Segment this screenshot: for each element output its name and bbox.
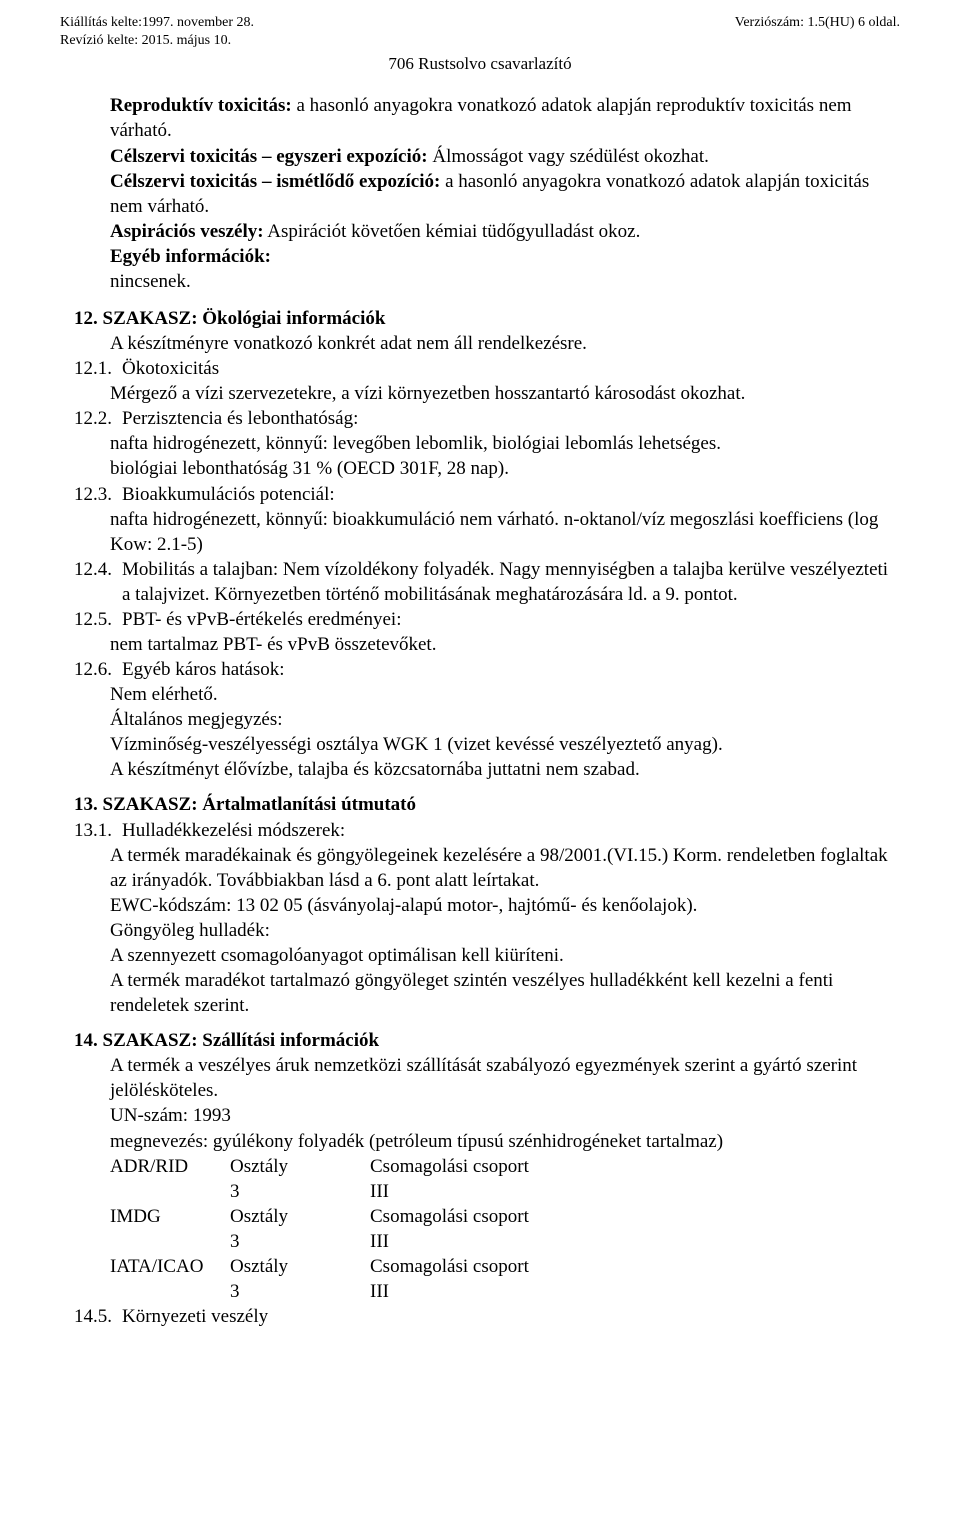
class-value: 3 — [230, 1229, 370, 1254]
table-row: IMDG Osztály Csomagolási csoport — [110, 1204, 900, 1229]
ecotoxicity-label: Ökotoxicitás — [122, 356, 900, 381]
header-title: 706 Rustsolvo csavarlazító — [60, 53, 900, 75]
cell-empty — [110, 1179, 230, 1204]
item-number: 14.5. — [74, 1304, 122, 1329]
table-row: 3 III — [110, 1279, 900, 1304]
class-label: Osztály — [230, 1204, 370, 1229]
repro-tox-label: Reproduktív toxicitás: — [110, 95, 292, 116]
transport-mode: IATA/ICAO — [110, 1254, 230, 1279]
other-info-label: Egyéb információk: — [110, 244, 900, 269]
section-12-heading: 12. SZAKASZ: Ökológiai információk — [74, 306, 900, 331]
persistence-label: Perzisztencia és lebonthatóság: — [122, 406, 900, 431]
intro-line: Célszervi toxicitás – ismétlődő expozíci… — [110, 169, 900, 219]
target-tox-repeat-label: Célszervi toxicitás – ismétlődő expozíci… — [110, 171, 440, 192]
target-tox-single-label: Célszervi toxicitás – egyszeri expozíció… — [110, 146, 428, 167]
packing-group-label: Csomagolási csoport — [370, 1154, 900, 1179]
class-value: 3 — [230, 1279, 370, 1304]
class-value: 3 — [230, 1179, 370, 1204]
packing-group-value: III — [370, 1179, 900, 1204]
packing-group-value: III — [370, 1229, 900, 1254]
env-hazard-label: Környezeti veszély — [122, 1304, 900, 1329]
bioaccumulation-label: Bioakkumulációs potenciál: — [122, 482, 900, 507]
header-left-line1: Kiállítás kelte:1997. november 28. — [60, 14, 254, 32]
wgk-text: Vízminőség-veszélyességi osztálya WGK 1 … — [110, 732, 900, 757]
item-number: 12.2. — [74, 406, 122, 431]
packing-group-label: Csomagolási csoport — [370, 1204, 900, 1229]
disposal-warning: A készítményt élővízbe, talajba és közcs… — [110, 757, 900, 782]
section-13-heading: 13. SZAKASZ: Ártalmatlanítási útmutató — [74, 792, 900, 817]
item-number: 12.3. — [74, 482, 122, 507]
section-12-subtitle: A készítményre vonatkozó konkrét adat ne… — [110, 331, 900, 356]
other-info-text: nincsenek. — [110, 269, 900, 294]
item-number: 13.1. — [74, 818, 122, 843]
table-row: IATA/ICAO Osztály Csomagolási csoport — [110, 1254, 900, 1279]
aspiration-text: Aspirációt követően kémiai tüdőgyulladás… — [264, 221, 641, 242]
waste-text1: A termék maradékainak és göngyölegeinek … — [110, 843, 900, 893]
table-row: 3 III — [110, 1179, 900, 1204]
cell-empty — [110, 1279, 230, 1304]
other-effects-text1: Nem elérhető. — [110, 682, 900, 707]
table-row: 3 III — [110, 1229, 900, 1254]
bioaccumulation-text: nafta hidrogénezett, könnyű: bioakkumulá… — [110, 507, 900, 557]
intro-line: Aspirációs veszély: Aspirációt követően … — [110, 219, 900, 244]
packaging-waste-text2: A termék maradékot tartalmazó göngyölege… — [110, 968, 900, 1018]
pbt-label: PBT- és vPvB-értékelés eredményei: — [122, 607, 900, 632]
mobility-text: Mobilitás a talajban: Nem vízoldékony fo… — [122, 557, 900, 607]
header-right: Verziószám: 1.5(HU) 6 oldal. — [735, 14, 900, 32]
packaging-waste-label: Göngyöleg hulladék: — [110, 918, 900, 943]
aspiration-label: Aspirációs veszély: — [110, 221, 264, 242]
transport-mode: IMDG — [110, 1204, 230, 1229]
table-row: ADR/RID Osztály Csomagolási csoport — [110, 1154, 900, 1179]
item-number: 12.4. — [74, 557, 122, 607]
transport-table: ADR/RID Osztály Csomagolási csoport 3 II… — [110, 1154, 900, 1304]
persistence-text2: biológiai lebonthatóság 31 % (OECD 301F,… — [110, 456, 900, 481]
item-number: 12.6. — [74, 657, 122, 682]
waste-methods-label: Hulladékkezelési módszerek: — [122, 818, 900, 843]
ecotoxicity-text: Mérgező a vízi szervezetekre, a vízi kör… — [110, 381, 900, 406]
class-label: Osztály — [230, 1154, 370, 1179]
packaging-waste-text1: A szennyezett csomagolóanyagot optimális… — [110, 943, 900, 968]
persistence-text1: nafta hidrogénezett, könnyű: levegőben l… — [110, 431, 900, 456]
item-number: 12.5. — [74, 607, 122, 632]
item-number: 12.1. — [74, 356, 122, 381]
target-tox-single-text: Álmosságot vagy szédülést okozhat. — [428, 146, 709, 167]
un-number: UN-szám: 1993 — [110, 1103, 900, 1128]
header-left-line2: Revízió kelte: 2015. május 10. — [60, 32, 231, 50]
pbt-text: nem tartalmaz PBT- és vPvB összetevőket. — [110, 632, 900, 657]
transport-text1: A termék a veszélyes áruk nemzetközi szá… — [110, 1053, 900, 1103]
intro-line: Reproduktív toxicitás: a hasonló anyagok… — [110, 93, 900, 143]
other-effects-label: Egyéb káros hatások: — [122, 657, 900, 682]
cell-empty — [110, 1229, 230, 1254]
designation: megnevezés: gyúlékony folyadék (petróleu… — [110, 1129, 900, 1154]
transport-mode: ADR/RID — [110, 1154, 230, 1179]
intro-line: Célszervi toxicitás – egyszeri expozíció… — [110, 144, 900, 169]
general-note-label: Általános megjegyzés: — [110, 707, 900, 732]
packing-group-label: Csomagolási csoport — [370, 1254, 900, 1279]
packing-group-value: III — [370, 1279, 900, 1304]
ewc-code: EWC-kódszám: 13 02 05 (ásványolaj-alapú … — [110, 893, 900, 918]
section-14-heading: 14. SZAKASZ: Szállítási információk — [74, 1028, 900, 1053]
class-label: Osztály — [230, 1254, 370, 1279]
